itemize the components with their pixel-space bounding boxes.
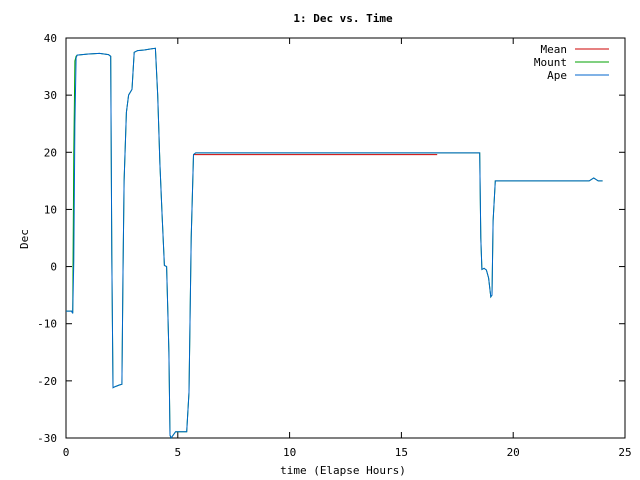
y-axis-label: Dec: [18, 229, 31, 249]
x-tick-label: 10: [283, 446, 296, 459]
legend-label-mean: Mean: [541, 43, 568, 56]
y-tick-label: 40: [44, 32, 57, 45]
x-tick-label: 15: [395, 446, 408, 459]
plot-frame: [65, 37, 626, 439]
legend-label-ape: Ape: [547, 69, 567, 82]
y-tick-label: 10: [44, 203, 57, 216]
y-tick-label: -30: [37, 432, 57, 445]
series-line-mount: [66, 47, 603, 440]
y-tick-label: -20: [37, 375, 57, 388]
x-tick-label: 25: [618, 446, 631, 459]
x-tick-label: 0: [63, 446, 70, 459]
y-tick-label: 0: [50, 261, 57, 274]
x-tick-label: 5: [174, 446, 181, 459]
x-axis-label: time (Elapse Hours): [280, 464, 406, 477]
y-tick-label: 20: [44, 146, 57, 159]
series-layer: [66, 47, 603, 440]
plot-axes: 0 5 10 15 20 25 -30 -20 -10 0 10 20 30 40: [37, 32, 632, 459]
y-tick-label: -10: [37, 318, 57, 331]
x-tick-label: 20: [507, 446, 520, 459]
chart-title: 1: Dec vs. Time: [293, 12, 393, 25]
series-line-ape: [66, 47, 603, 440]
y-tick-label: 30: [44, 89, 57, 102]
legend-label-mount: Mount: [534, 56, 567, 69]
